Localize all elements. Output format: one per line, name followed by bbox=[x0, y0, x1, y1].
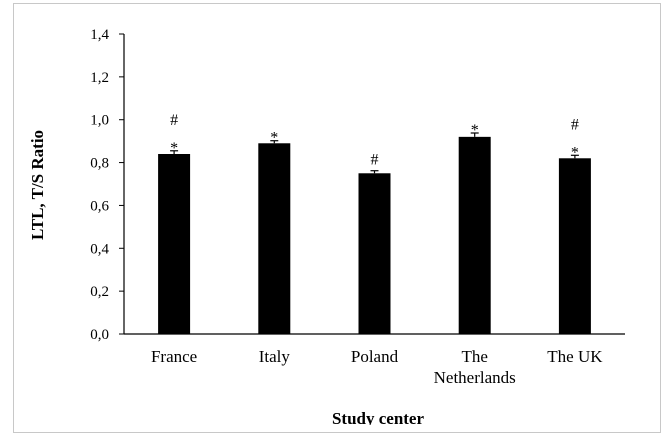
x-axis: France Italy Poland The Netherlands The UK bbox=[124, 333, 625, 387]
x-category-label: Poland bbox=[351, 347, 399, 366]
bars: * # * # * * # bbox=[158, 112, 591, 334]
y-tick-label: 0,2 bbox=[90, 284, 109, 300]
significance-hash: # bbox=[371, 152, 379, 169]
y-tick-label: 1,0 bbox=[90, 113, 109, 129]
bar bbox=[358, 173, 391, 334]
x-category-label: The UK bbox=[547, 347, 603, 366]
significance-hash: # bbox=[170, 112, 178, 129]
significance-asterisk: * bbox=[571, 144, 579, 161]
significance-asterisk: * bbox=[270, 130, 278, 147]
significance-asterisk: * bbox=[170, 140, 178, 157]
y-tick-label: 1,2 bbox=[90, 70, 109, 86]
y-axis-label: LTL, T/S Ratio bbox=[28, 130, 47, 240]
x-category-label: Netherlands bbox=[434, 368, 516, 387]
x-category-label: Italy bbox=[259, 347, 291, 366]
y-tick-label: 0,0 bbox=[90, 327, 109, 343]
bar bbox=[458, 136, 491, 334]
bar bbox=[558, 158, 591, 334]
x-category-label: France bbox=[151, 347, 197, 366]
y-tick-label: 0,4 bbox=[90, 241, 109, 257]
bar bbox=[258, 143, 291, 334]
x-axis-label: Study center bbox=[332, 409, 425, 425]
y-tick-label: 0,8 bbox=[90, 156, 109, 172]
significance-asterisk: * bbox=[471, 122, 479, 139]
bar bbox=[158, 154, 191, 334]
x-category-label: The bbox=[461, 347, 487, 366]
y-tick-label: 1,4 bbox=[90, 27, 109, 43]
chart-frame bbox=[13, 3, 661, 433]
significance-hash: # bbox=[571, 116, 579, 133]
y-axis: 0,0 0,2 0,4 0,6 0,8 1,0 1,2 1,4 bbox=[90, 27, 125, 343]
y-tick-label: 0,6 bbox=[90, 198, 109, 214]
